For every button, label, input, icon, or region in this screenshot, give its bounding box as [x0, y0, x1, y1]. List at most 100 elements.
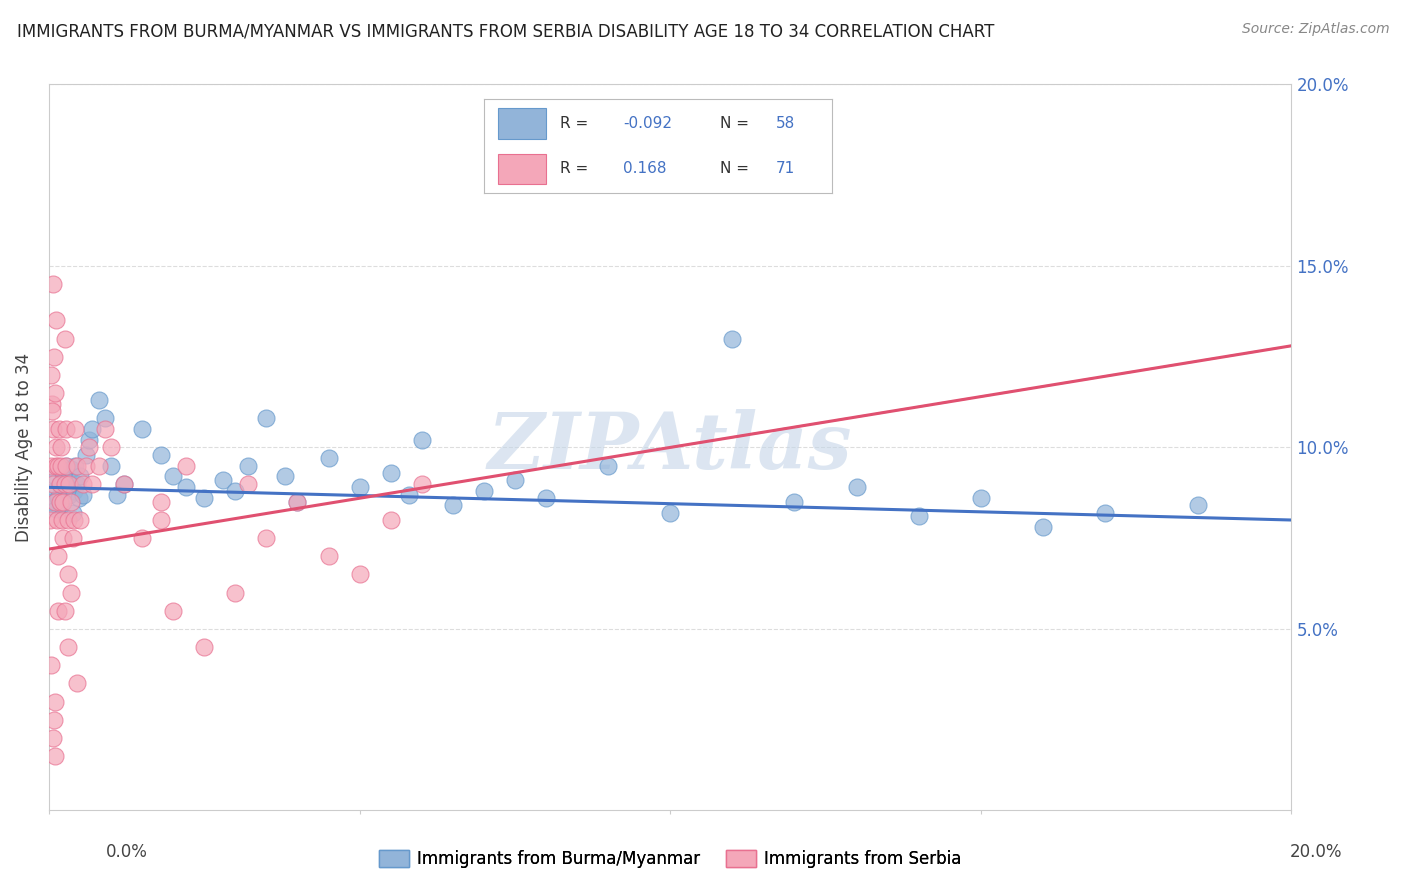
Point [162, 604, 184, 618]
Point [42, 731, 65, 745]
Point [82, 476, 104, 491]
Point [224, 585, 246, 599]
Point [105, 487, 128, 501]
Point [46, 549, 69, 564]
Point [46, 604, 69, 618]
Point [55, 458, 77, 473]
Point [56, 513, 79, 527]
Point [254, 531, 277, 545]
Y-axis label: Disability Age 18 to 34: Disability Age 18 to 34 [15, 353, 32, 542]
Point [55, 422, 77, 436]
Point [174, 458, 197, 473]
Point [75, 448, 97, 462]
Point [45, 502, 67, 516]
Point [59, 585, 82, 599]
Point [62, 506, 84, 520]
Point [72, 476, 94, 491]
Point [349, 480, 371, 494]
Point [63, 458, 86, 473]
Point [56, 473, 79, 487]
Point [162, 469, 184, 483]
Point [845, 480, 868, 494]
Point [41, 458, 63, 473]
Point [39, 513, 62, 527]
Point [41, 495, 63, 509]
Point [174, 480, 197, 494]
Point [472, 483, 495, 498]
Point [503, 473, 526, 487]
Point [274, 469, 297, 483]
Point [1187, 499, 1209, 513]
Point [51, 458, 73, 473]
Point [94, 411, 117, 425]
Point [49, 441, 72, 455]
Text: 20.0%: 20.0% [1291, 843, 1343, 861]
Point [69, 469, 91, 483]
Point [55, 458, 77, 473]
Point [100, 441, 122, 455]
Point [87, 393, 110, 408]
Point [59, 462, 82, 476]
Point [398, 487, 420, 501]
Point [58, 476, 80, 491]
Point [287, 495, 309, 509]
Point [53, 476, 76, 491]
Point [63, 513, 86, 527]
Point [318, 451, 340, 466]
Point [46, 513, 69, 527]
Point [66, 476, 89, 491]
Point [236, 458, 259, 473]
Point [59, 495, 82, 509]
Point [49, 495, 72, 509]
Point [63, 483, 86, 498]
Point [82, 422, 104, 436]
Point [42, 713, 65, 727]
Point [42, 476, 65, 491]
Point [131, 422, 153, 436]
Point [41, 368, 63, 382]
Point [131, 531, 153, 545]
Point [52, 466, 75, 480]
Point [112, 476, 135, 491]
Point [970, 491, 993, 506]
Point [44, 386, 66, 401]
Point [534, 491, 557, 506]
Point [1032, 520, 1054, 534]
Point [42, 350, 65, 364]
Point [63, 422, 86, 436]
Point [100, 458, 122, 473]
Point [41, 404, 63, 418]
Point [236, 476, 259, 491]
Point [44, 694, 66, 708]
Point [411, 476, 433, 491]
Point [41, 422, 63, 436]
Point [41, 277, 63, 291]
Point [149, 513, 172, 527]
Point [349, 567, 371, 582]
Point [46, 458, 69, 473]
Point [44, 495, 66, 509]
Point [51, 513, 73, 527]
Point [39, 658, 62, 673]
Point [212, 473, 235, 487]
Point [44, 469, 66, 483]
Point [1094, 506, 1116, 520]
Point [659, 506, 682, 520]
Point [380, 466, 402, 480]
Point [380, 513, 402, 527]
Point [254, 411, 277, 425]
Point [66, 676, 89, 690]
Point [907, 509, 929, 524]
Point [75, 458, 97, 473]
Point [58, 487, 80, 501]
Point [318, 549, 340, 564]
Point [112, 476, 135, 491]
Point [56, 567, 79, 582]
Point [42, 483, 65, 498]
Point [596, 458, 619, 473]
Point [79, 441, 101, 455]
Point [87, 458, 110, 473]
Point [69, 513, 91, 527]
Point [45, 313, 67, 327]
Point [66, 458, 89, 473]
